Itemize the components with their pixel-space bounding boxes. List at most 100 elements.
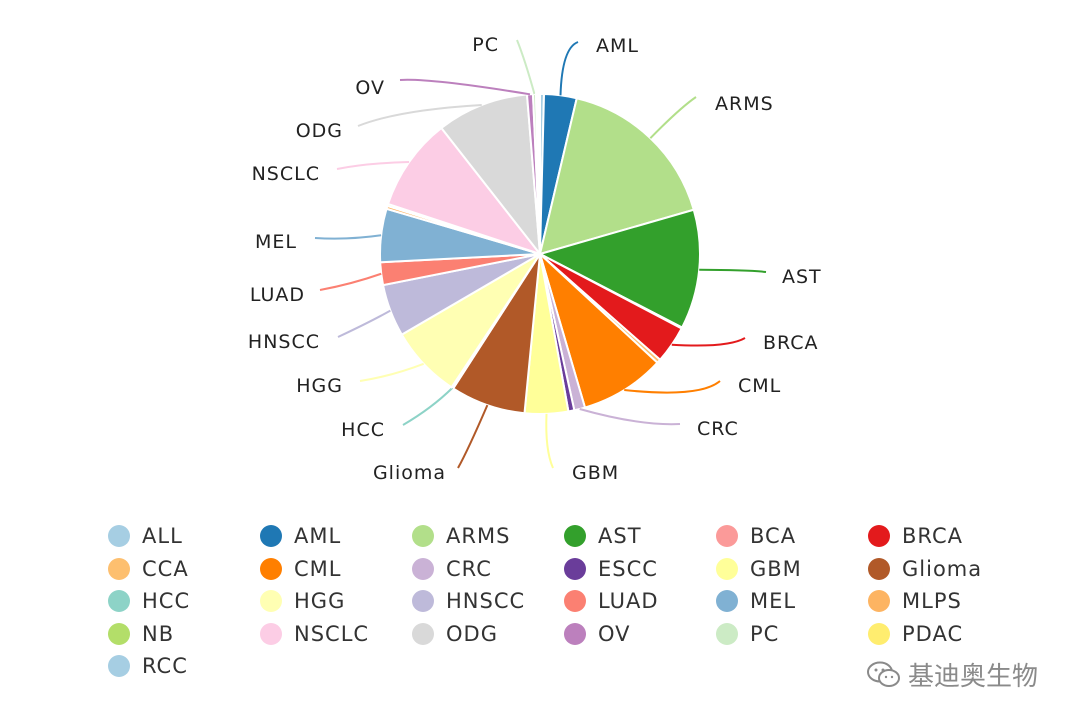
legend-swatch bbox=[108, 655, 130, 677]
callout-line-pc bbox=[516, 39, 536, 95]
legend-swatch bbox=[108, 525, 130, 547]
legend-label: ODG bbox=[446, 621, 498, 646]
pie-chart: AML ARMS AST BRCA CML CRC GBM Glioma HCC HGG HNSCC… bbox=[248, 34, 821, 484]
wechat-icon bbox=[867, 661, 900, 687]
legend-item-brca[interactable]: BRCA bbox=[868, 521, 963, 551]
legend-label: LUAD bbox=[598, 589, 659, 613]
legend-label: AST bbox=[598, 524, 642, 548]
legend-label: BRCA bbox=[902, 524, 963, 548]
legend-item-ast[interactable]: AST bbox=[564, 521, 642, 551]
callout-line-nsclc bbox=[336, 161, 410, 170]
legend-item-bca[interactable]: BCA bbox=[716, 521, 796, 551]
legend-item-crc[interactable]: CRC bbox=[412, 554, 492, 584]
callout-line-arms bbox=[649, 96, 697, 139]
callout-line-brca bbox=[671, 337, 746, 347]
legend-label: Glioma bbox=[902, 556, 983, 581]
legend-label: PC bbox=[750, 621, 780, 646]
pie-slice-ast bbox=[537, 208, 701, 329]
legend-item-ov[interactable]: OV bbox=[564, 619, 631, 649]
legend-swatch bbox=[260, 525, 282, 547]
legend-swatch bbox=[564, 525, 586, 547]
legend-label: RCC bbox=[142, 654, 188, 678]
legend-item-glioma[interactable]: Glioma bbox=[868, 554, 982, 584]
legend-swatch bbox=[260, 590, 282, 612]
legend-label: ESCC bbox=[598, 556, 658, 581]
legend-item-nsclc[interactable]: NSCLC bbox=[260, 619, 369, 649]
legend-swatch bbox=[564, 590, 586, 612]
legend-item-gbm[interactable]: GBM bbox=[716, 554, 802, 584]
slice-label-brca: BRCA bbox=[763, 332, 819, 354]
legend-item-hnscc[interactable]: HNSCC bbox=[412, 586, 525, 616]
legend-swatch bbox=[868, 525, 890, 547]
callout-line-aml bbox=[559, 41, 579, 96]
legend-item-cca[interactable]: CCA bbox=[108, 554, 189, 584]
watermark: 基迪奥生物 bbox=[866, 656, 1038, 693]
legend-swatch bbox=[716, 622, 738, 645]
legend-label: ARMS bbox=[446, 524, 511, 548]
legend-item-aml[interactable]: AML bbox=[260, 521, 341, 551]
legend-swatch bbox=[412, 525, 434, 547]
callout-line-cml bbox=[624, 380, 721, 394]
legend-swatch bbox=[412, 557, 434, 580]
legend-label: BCA bbox=[750, 524, 797, 548]
legend-item-escc[interactable]: ESCC bbox=[564, 554, 658, 584]
pie-slice-odg bbox=[439, 93, 542, 258]
callout-line-gbm bbox=[545, 413, 554, 469]
legend-item-odg[interactable]: ODG bbox=[412, 619, 498, 649]
legend-item-nb[interactable]: NB bbox=[108, 619, 174, 649]
slice-label-ov: OV bbox=[355, 77, 385, 99]
legend-item-pc[interactable]: PC bbox=[716, 619, 779, 649]
legend-item-cml[interactable]: CML bbox=[260, 554, 341, 584]
legend-swatch bbox=[564, 557, 586, 580]
slice-label-hcc: HCC bbox=[341, 419, 385, 441]
legend-label: CCA bbox=[142, 556, 189, 581]
legend-swatch bbox=[108, 622, 130, 645]
legend-label: OV bbox=[598, 621, 631, 646]
legend-swatch bbox=[260, 557, 282, 580]
legend-item-pdac[interactable]: PDAC bbox=[868, 619, 963, 649]
legend-item-hgg[interactable]: HGG bbox=[260, 586, 345, 616]
callout-line-hcc bbox=[402, 387, 454, 426]
callout-line-hnscc bbox=[337, 309, 391, 338]
legend-label: CRC bbox=[446, 556, 492, 581]
legend-swatch bbox=[260, 622, 282, 645]
slice-label-aml: AML bbox=[596, 35, 639, 57]
legend-label: AML bbox=[294, 524, 342, 548]
slice-label-mel: MEL bbox=[255, 231, 297, 253]
legend-item-arms[interactable]: ARMS bbox=[412, 521, 510, 551]
legend-swatch bbox=[564, 622, 586, 645]
slice-label-odg: ODG bbox=[296, 120, 343, 142]
callout-line-crc bbox=[579, 408, 681, 426]
legend-item-mlps[interactable]: MLPS bbox=[868, 586, 962, 616]
legend-label: HNSCC bbox=[446, 589, 526, 613]
legend-swatch bbox=[868, 557, 890, 580]
legend-swatch bbox=[868, 622, 890, 645]
legend-item-rcc[interactable]: RCC bbox=[108, 651, 188, 681]
slice-label-cml: CML bbox=[738, 375, 781, 397]
callout-line-mel bbox=[314, 234, 382, 240]
legend-item-luad[interactable]: LUAD bbox=[564, 586, 659, 616]
watermark-text: 基迪奥生物 bbox=[908, 662, 1039, 692]
legend-label: HCC bbox=[142, 589, 191, 613]
legend-label: MLPS bbox=[902, 589, 962, 613]
legend-item-all[interactable]: ALL bbox=[108, 521, 183, 551]
legend-label: HGG bbox=[294, 589, 346, 613]
callout-line-odg bbox=[357, 103, 482, 127]
slice-label-luad: LUAD bbox=[250, 284, 305, 306]
slice-label-hnscc: HNSCC bbox=[248, 331, 320, 353]
callout-line-glioma bbox=[457, 404, 489, 469]
legend-label: PDAC bbox=[902, 621, 964, 646]
pie-slice-cml bbox=[538, 250, 659, 409]
pie-slice-rcc bbox=[536, 92, 541, 255]
slice-label-hgg: HGG bbox=[296, 375, 343, 397]
legend-item-hcc[interactable]: HCC bbox=[108, 586, 190, 616]
callout-line-ov bbox=[399, 78, 531, 96]
legend-label: MEL bbox=[750, 589, 797, 613]
legend-item-mel[interactable]: MEL bbox=[716, 586, 796, 616]
callout-line-luad bbox=[319, 272, 382, 291]
legend-swatch bbox=[108, 557, 130, 580]
legend-swatch bbox=[716, 590, 738, 612]
pie-slice-nsclc bbox=[386, 126, 543, 256]
legend-label: CML bbox=[294, 556, 342, 581]
legend-label: NB bbox=[142, 621, 175, 646]
